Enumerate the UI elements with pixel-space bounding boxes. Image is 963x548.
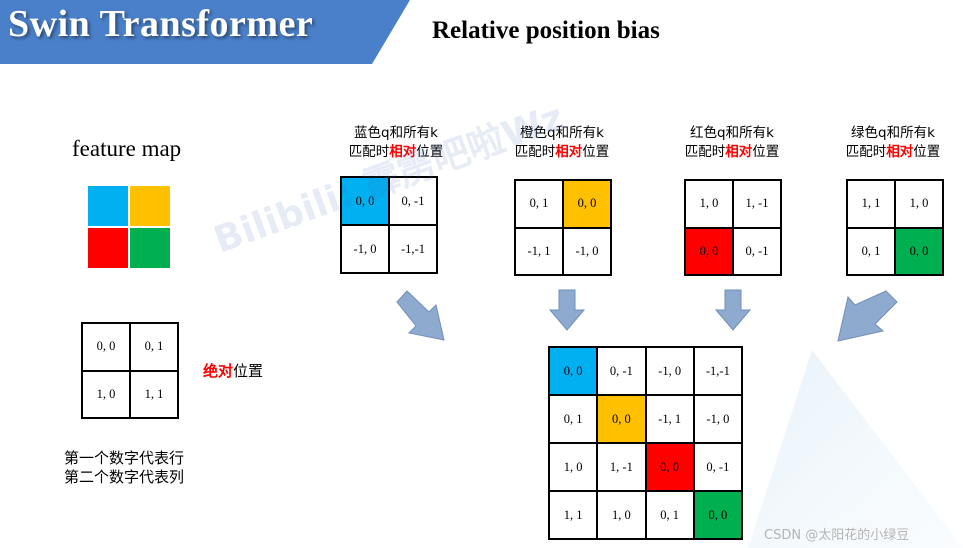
relative-cell: 1, 1 xyxy=(847,180,895,228)
feature-map-grid xyxy=(85,183,173,271)
relative-grid-blue: 0, 0 0, -1 -1, 0 -1,-1 xyxy=(340,176,438,274)
absolute-label-rest: 位置 xyxy=(233,362,264,380)
relative-caption-red: 红色q和所有k 匹配时相对位置 xyxy=(672,124,792,162)
relative-cell: 0, 1 xyxy=(847,227,895,275)
caption-post: 位置 xyxy=(913,144,941,160)
caption-line-2: 匹配时相对位置 xyxy=(502,143,622,162)
matrix-cell: 0, 0 xyxy=(645,443,694,491)
matrix-cell: 0, -1 xyxy=(597,347,646,395)
absolute-label-red: 绝对 xyxy=(203,362,234,380)
feature-map-cell-green xyxy=(129,227,171,269)
relative-grid-green: 1, 1 1, 0 0, 1 0, 0 xyxy=(846,179,944,276)
relative-cell: 0, -1 xyxy=(733,227,781,275)
caption-pre: 匹配时 xyxy=(348,144,390,160)
row-col-note: 第一个数字代表行 第二个数字代表列 xyxy=(64,449,184,487)
relative-cell: -1, 1 xyxy=(515,227,563,275)
relative-caption-orange: 橙色q和所有k 匹配时相对位置 xyxy=(502,124,622,162)
caption-line-1: 红色q和所有k xyxy=(690,125,774,141)
matrix-cell: -1, 0 xyxy=(693,395,742,443)
absolute-cell: 1, 1 xyxy=(130,370,178,418)
caption-pre: 匹配时 xyxy=(845,144,887,160)
page-title: Swin Transformer xyxy=(8,3,314,45)
matrix-cell: -1, 0 xyxy=(645,347,694,395)
relative-cell: 0, -1 xyxy=(389,177,437,225)
absolute-position-grid: 0, 0 0, 1 1, 0 1, 1 xyxy=(81,322,179,419)
csdn-credit: CSDN @太阳花的小绿豆 xyxy=(764,528,910,543)
relative-grid-orange: 0, 1 0, 0 -1, 1 -1, 0 xyxy=(514,179,612,276)
relative-cell: 0, 0 xyxy=(895,227,943,275)
matrix-cell: -1,-1 xyxy=(693,347,742,395)
absolute-position-label: 绝对位置 xyxy=(203,360,263,381)
feature-map-cell-orange xyxy=(129,185,171,227)
caption-post: 位置 xyxy=(582,144,610,160)
caption-line-2: 匹配时相对位置 xyxy=(833,143,953,162)
arrow-diagonal-left xyxy=(396,290,445,341)
matrix-cell: 0, 0 xyxy=(693,491,742,539)
caption-post: 位置 xyxy=(416,144,444,160)
relative-caption-green: 绿色q和所有k 匹配时相对位置 xyxy=(833,124,953,162)
relative-cell: 0, 0 xyxy=(685,227,733,275)
relative-cell: -1,-1 xyxy=(389,225,437,273)
relative-grid-red: 1, 0 1, -1 0, 0 0, -1 xyxy=(684,179,782,276)
caption-post: 位置 xyxy=(752,144,780,160)
combined-relative-matrix: 0, 0 0, -1 -1, 0 -1,-1 0, 1 0, 0 -1, 1 -1, 0 1, … xyxy=(548,346,743,540)
arrow-down-1 xyxy=(548,289,586,331)
relative-cell: 0, 0 xyxy=(563,180,611,228)
arrow-diagonal-right xyxy=(837,290,898,342)
relative-cell: -1, 0 xyxy=(341,225,389,273)
matrix-cell: 1, -1 xyxy=(597,443,646,491)
relative-cell: 0, 0 xyxy=(341,177,389,225)
caption-red: 相对 xyxy=(886,144,914,160)
relative-cell: 1, 0 xyxy=(895,180,943,228)
caption-red: 相对 xyxy=(725,144,753,160)
relative-cell: -1, 0 xyxy=(563,227,611,275)
title-banner xyxy=(0,0,410,64)
matrix-cell: 1, 0 xyxy=(597,491,646,539)
matrix-cell: 0, 1 xyxy=(549,395,598,443)
absolute-cell: 1, 0 xyxy=(82,370,130,418)
relative-caption-blue: 蓝色q和所有k 匹配时相对位置 xyxy=(336,124,456,162)
note-line-1: 第一个数字代表行 xyxy=(64,449,185,467)
caption-line-2: 匹配时相对位置 xyxy=(336,143,456,162)
caption-line-1: 蓝色q和所有k xyxy=(354,125,438,141)
feature-map-cell-blue xyxy=(87,185,129,227)
caption-pre: 匹配时 xyxy=(514,144,556,160)
caption-red: 相对 xyxy=(555,144,583,160)
note-line-2: 第二个数字代表列 xyxy=(64,468,185,486)
relative-cell: 1, 0 xyxy=(685,180,733,228)
matrix-cell: 0, -1 xyxy=(693,443,742,491)
matrix-cell: -1, 1 xyxy=(645,395,694,443)
relative-cell: 1, -1 xyxy=(733,180,781,228)
caption-pre: 匹配时 xyxy=(684,144,726,160)
banner-shape xyxy=(0,0,410,64)
caption-line-1: 橙色q和所有k xyxy=(520,125,604,141)
page-subtitle: Relative position bias xyxy=(432,17,660,44)
caption-red: 相对 xyxy=(389,144,417,160)
absolute-cell: 0, 1 xyxy=(130,323,178,371)
matrix-cell: 0, 0 xyxy=(597,395,646,443)
matrix-cell: 1, 1 xyxy=(549,491,598,539)
absolute-cell: 0, 0 xyxy=(82,323,130,371)
relative-cell: 0, 1 xyxy=(515,180,563,228)
matrix-cell: 0, 0 xyxy=(549,347,598,395)
feature-map-cell-red xyxy=(87,227,129,269)
matrix-cell: 0, 1 xyxy=(645,491,694,539)
caption-line-2: 匹配时相对位置 xyxy=(672,143,792,162)
arrow-down-2 xyxy=(714,289,752,331)
feature-map-label: feature map xyxy=(72,136,182,161)
caption-line-1: 绿色q和所有k xyxy=(851,125,935,141)
matrix-cell: 1, 0 xyxy=(549,443,598,491)
